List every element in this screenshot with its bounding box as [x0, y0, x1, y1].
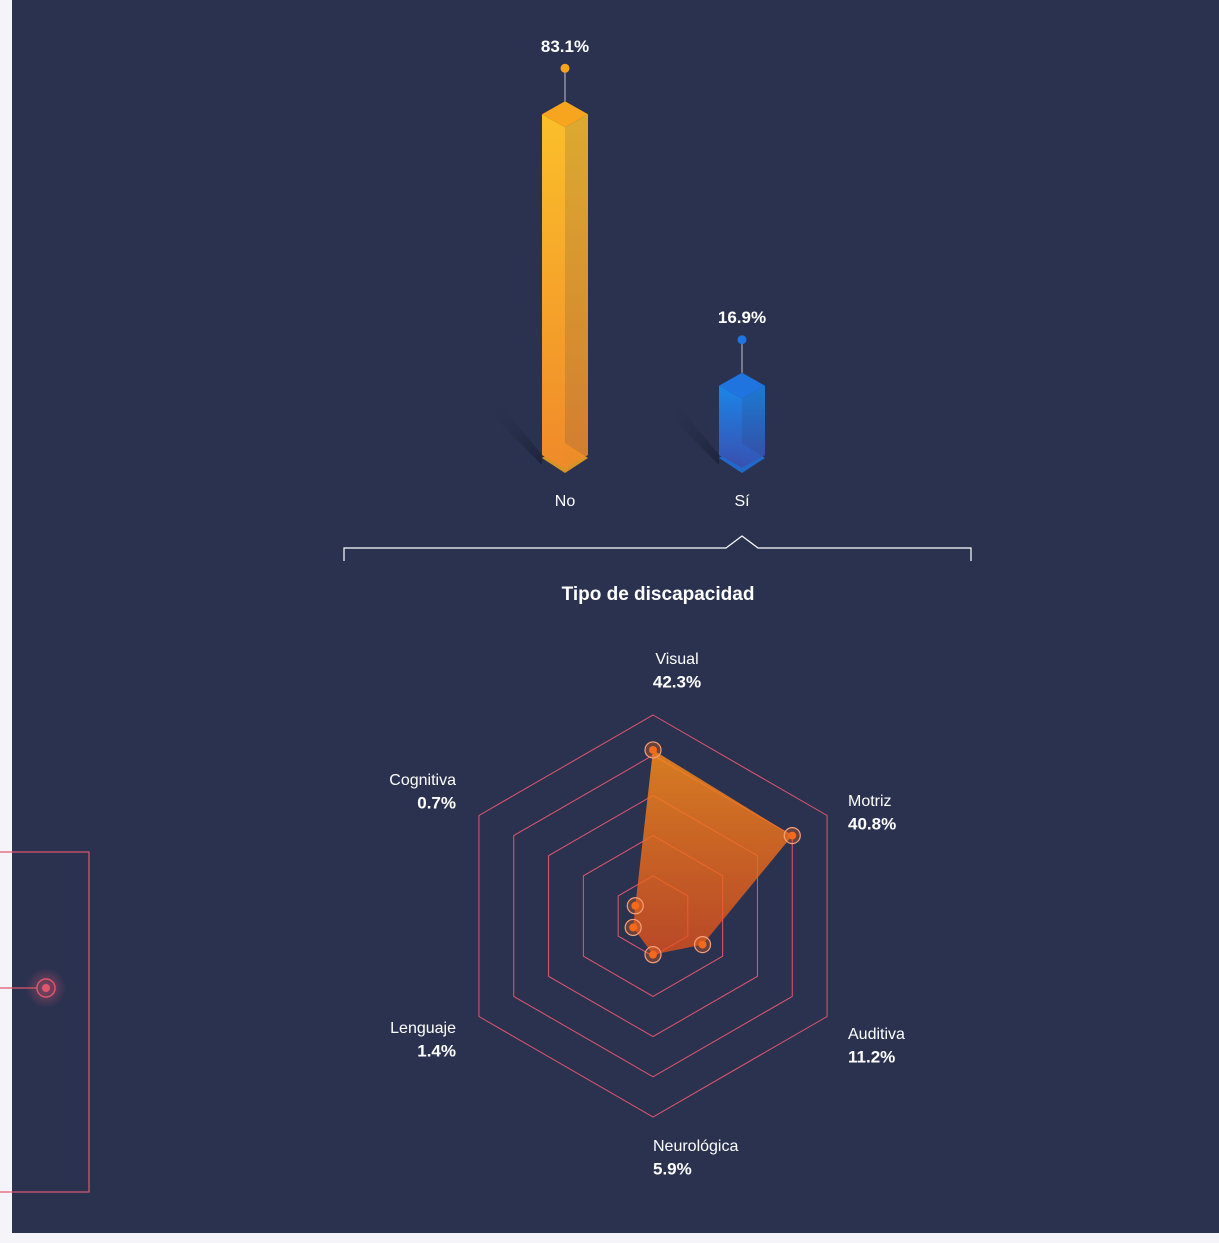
value-label: 1.4% — [417, 1041, 456, 1060]
decor-dot — [42, 984, 50, 992]
bar — [542, 101, 588, 468]
point — [649, 950, 657, 959]
category-label: Lenguaje — [390, 1020, 456, 1037]
point — [631, 901, 640, 910]
label-dot — [737, 335, 747, 345]
decor-box — [0, 851, 90, 1193]
category-label: Motriz — [848, 793, 892, 810]
value-label: 0.7% — [417, 793, 456, 812]
label-dot — [560, 63, 570, 73]
category-label: Neurológica — [653, 1138, 738, 1155]
category-label: Visual — [655, 651, 698, 668]
radar-title: Tipo de discapacidad — [562, 584, 755, 605]
bar-right — [742, 385, 765, 468]
bar-shadow — [482, 400, 542, 465]
bar-right — [565, 114, 588, 468]
value-label: 83.1% — [541, 37, 589, 56]
brace — [343, 535, 972, 561]
radar-area — [633, 749, 793, 955]
radar-ring — [478, 714, 828, 1118]
value-label: 5.9% — [653, 1159, 692, 1178]
value-label: 11.2% — [848, 1047, 895, 1066]
category-label: No — [555, 493, 576, 510]
bar-left — [719, 385, 742, 468]
bar-top — [542, 101, 588, 128]
bar — [719, 372, 765, 468]
value-label: 40.8% — [848, 814, 896, 833]
panel — [12, 0, 1219, 1233]
bar-shadow — [659, 400, 719, 465]
value-label: 16.9% — [718, 308, 766, 327]
point — [629, 923, 638, 932]
value-label: 42.3% — [653, 672, 701, 691]
point — [649, 745, 657, 754]
category-label: Auditiva — [848, 1026, 905, 1043]
category-label: Cognitiva — [389, 772, 456, 789]
decor-ring — [36, 978, 56, 998]
point — [698, 940, 707, 949]
category-label: Sí — [734, 493, 750, 510]
point — [788, 831, 797, 840]
bar-top — [719, 372, 765, 399]
bar-left — [542, 114, 565, 468]
